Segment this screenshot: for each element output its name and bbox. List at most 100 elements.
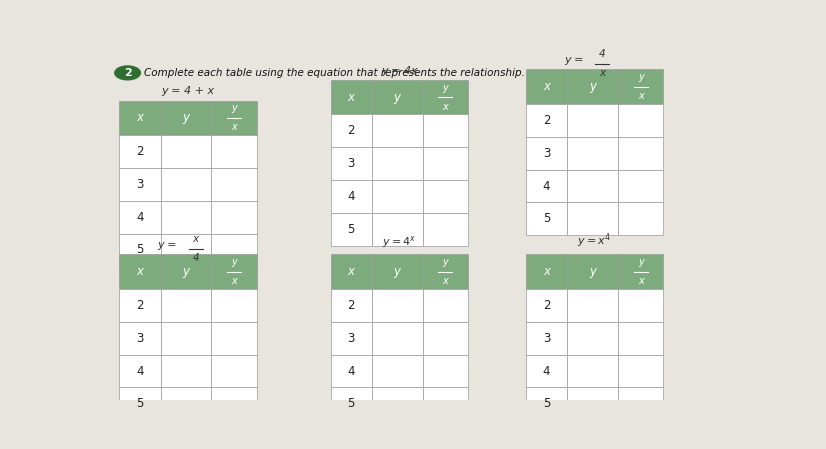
Text: 3: 3 <box>543 147 550 160</box>
Bar <box>526 289 567 322</box>
Text: x: x <box>192 234 199 244</box>
Bar <box>211 233 257 266</box>
Bar <box>330 147 372 180</box>
Text: x: x <box>543 80 550 93</box>
Bar <box>160 101 211 135</box>
Bar <box>526 170 567 202</box>
Bar <box>211 387 257 420</box>
Bar <box>526 322 567 355</box>
Text: x: x <box>231 122 237 132</box>
Bar <box>372 147 423 180</box>
Bar <box>119 355 160 387</box>
Text: 5: 5 <box>543 212 550 225</box>
Text: 5: 5 <box>348 223 355 236</box>
Text: y: y <box>183 111 189 124</box>
Bar <box>330 387 372 420</box>
Bar <box>160 201 211 233</box>
Bar <box>330 322 372 355</box>
Bar <box>372 80 423 114</box>
Bar <box>618 202 663 235</box>
Bar <box>567 137 618 170</box>
Bar <box>423 114 468 147</box>
Text: 3: 3 <box>136 178 144 191</box>
Text: 2: 2 <box>543 114 550 127</box>
Bar <box>567 70 618 104</box>
Bar <box>372 387 423 420</box>
Text: 2: 2 <box>543 299 550 312</box>
Text: 4: 4 <box>136 365 144 378</box>
Bar <box>160 255 211 289</box>
Text: x: x <box>543 265 550 278</box>
Bar <box>119 168 160 201</box>
Bar <box>618 70 663 104</box>
Text: 2: 2 <box>124 68 131 78</box>
Text: y: y <box>638 72 643 82</box>
Bar <box>119 322 160 355</box>
Bar <box>330 114 372 147</box>
Bar <box>119 135 160 168</box>
Bar <box>526 255 567 289</box>
Bar <box>211 201 257 233</box>
Text: 5: 5 <box>348 397 355 410</box>
Bar <box>526 202 567 235</box>
Bar <box>330 289 372 322</box>
Bar <box>618 170 663 202</box>
Bar <box>211 135 257 168</box>
Bar <box>423 255 468 289</box>
Text: x: x <box>443 101 449 111</box>
Bar <box>160 233 211 266</box>
Bar <box>330 80 372 114</box>
Bar <box>211 255 257 289</box>
Bar <box>119 201 160 233</box>
Bar <box>160 135 211 168</box>
Text: 4: 4 <box>599 49 605 59</box>
Text: x: x <box>348 91 354 104</box>
Bar <box>119 101 160 135</box>
Text: y: y <box>394 91 401 104</box>
Text: y = 4 + x: y = 4 + x <box>162 86 215 97</box>
Text: 5: 5 <box>136 397 144 410</box>
Bar <box>526 104 567 137</box>
Bar <box>211 101 257 135</box>
Bar <box>526 387 567 420</box>
Text: x: x <box>443 276 449 286</box>
Bar <box>119 233 160 266</box>
Text: 4: 4 <box>136 211 144 224</box>
Text: x: x <box>231 276 237 286</box>
Bar <box>423 387 468 420</box>
Bar <box>211 322 257 355</box>
Bar <box>119 387 160 420</box>
Bar <box>567 387 618 420</box>
Circle shape <box>115 66 140 80</box>
Bar <box>423 180 468 213</box>
Bar <box>618 137 663 170</box>
Text: 4: 4 <box>348 365 355 378</box>
Bar <box>618 104 663 137</box>
Bar <box>618 387 663 420</box>
Bar <box>423 355 468 387</box>
Bar <box>160 289 211 322</box>
Bar <box>567 104 618 137</box>
Bar <box>119 255 160 289</box>
Text: y =: y = <box>564 55 587 65</box>
Text: y: y <box>183 265 189 278</box>
Text: x: x <box>599 68 605 78</box>
Bar <box>330 255 372 289</box>
Bar <box>330 213 372 246</box>
Bar <box>526 137 567 170</box>
Bar <box>567 255 618 289</box>
Bar <box>567 355 618 387</box>
Bar <box>567 289 618 322</box>
Bar <box>618 255 663 289</box>
Bar <box>526 355 567 387</box>
Bar <box>423 322 468 355</box>
Text: x: x <box>348 265 354 278</box>
Text: 3: 3 <box>136 332 144 345</box>
Text: y: y <box>231 103 237 113</box>
Bar <box>372 114 423 147</box>
Bar <box>119 289 160 322</box>
Text: 3: 3 <box>348 157 355 170</box>
Bar <box>330 180 372 213</box>
Bar <box>160 387 211 420</box>
Bar <box>567 322 618 355</box>
